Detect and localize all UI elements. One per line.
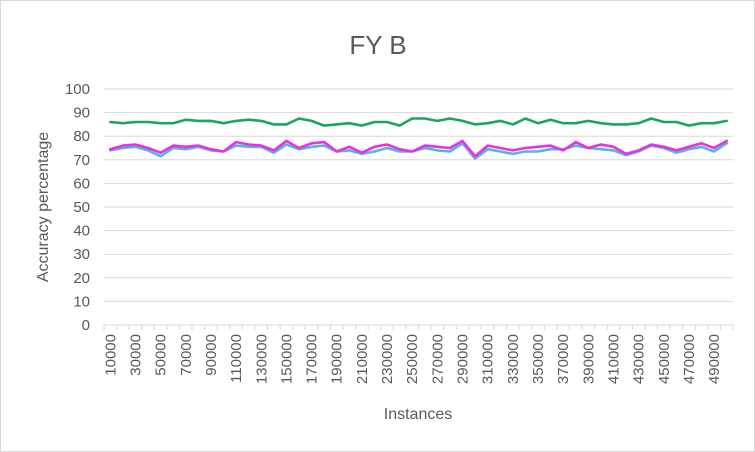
y-tick-label: 60 — [73, 175, 90, 192]
y-tick-label: 10 — [73, 293, 90, 310]
y-tick-label: 0 — [82, 317, 90, 334]
y-tick-label: 30 — [73, 246, 90, 263]
x-tick-label: 330000 — [505, 334, 522, 384]
x-tick-label: 10000 — [102, 334, 119, 376]
x-tick-label: 30000 — [127, 334, 144, 376]
x-tick-label: 350000 — [530, 334, 547, 384]
x-tick-label: 390000 — [580, 334, 597, 384]
gridlines — [104, 88, 733, 302]
y-axis-ticks: 0 10 20 30 40 50 60 70 80 90 100 — [65, 81, 90, 334]
x-tick-label: 230000 — [379, 334, 396, 384]
x-tick-label: 270000 — [429, 334, 446, 384]
chart-title: FY B — [349, 30, 406, 60]
y-axis-label: Accuracy percentage — [35, 132, 52, 282]
x-tick-label: 130000 — [253, 334, 270, 384]
x-tick-label: 410000 — [605, 334, 622, 384]
x-tick-label: 490000 — [706, 334, 723, 384]
x-tick-label: 250000 — [404, 334, 421, 384]
x-tick-label: 430000 — [631, 334, 648, 384]
x-tick-label: 190000 — [329, 334, 346, 384]
x-tick-label: 70000 — [178, 334, 195, 376]
y-tick-label: 40 — [73, 223, 90, 240]
x-tick-label: 290000 — [455, 334, 472, 384]
y-tick-label: 70 — [73, 152, 90, 169]
x-tick-label: 310000 — [480, 334, 497, 384]
x-tick-label: 150000 — [278, 334, 295, 384]
x-tick-label: 90000 — [203, 334, 220, 376]
x-tick-label: 50000 — [153, 334, 170, 376]
y-tick-label: 100 — [65, 81, 90, 98]
x-tick-label: 450000 — [656, 334, 673, 384]
x-tick-label: 370000 — [555, 334, 572, 384]
x-tick-label: 470000 — [681, 334, 698, 384]
x-axis-label: Instances — [384, 406, 452, 423]
y-tick-label: 50 — [73, 199, 90, 216]
x-tick-label: 170000 — [304, 334, 321, 384]
series-line-1 — [109, 117, 729, 127]
series-line-3 — [109, 139, 729, 158]
x-tick-label: 210000 — [354, 334, 371, 384]
y-tick-label: 90 — [73, 105, 90, 122]
x-axis-ticks: 10000 30000 50000 70000 90000 110000 130000 150… — [102, 325, 734, 384]
y-tick-label: 80 — [73, 128, 90, 145]
x-tick-label: 110000 — [228, 334, 245, 383]
series-lines — [109, 117, 729, 160]
y-tick-label: 20 — [73, 270, 90, 287]
